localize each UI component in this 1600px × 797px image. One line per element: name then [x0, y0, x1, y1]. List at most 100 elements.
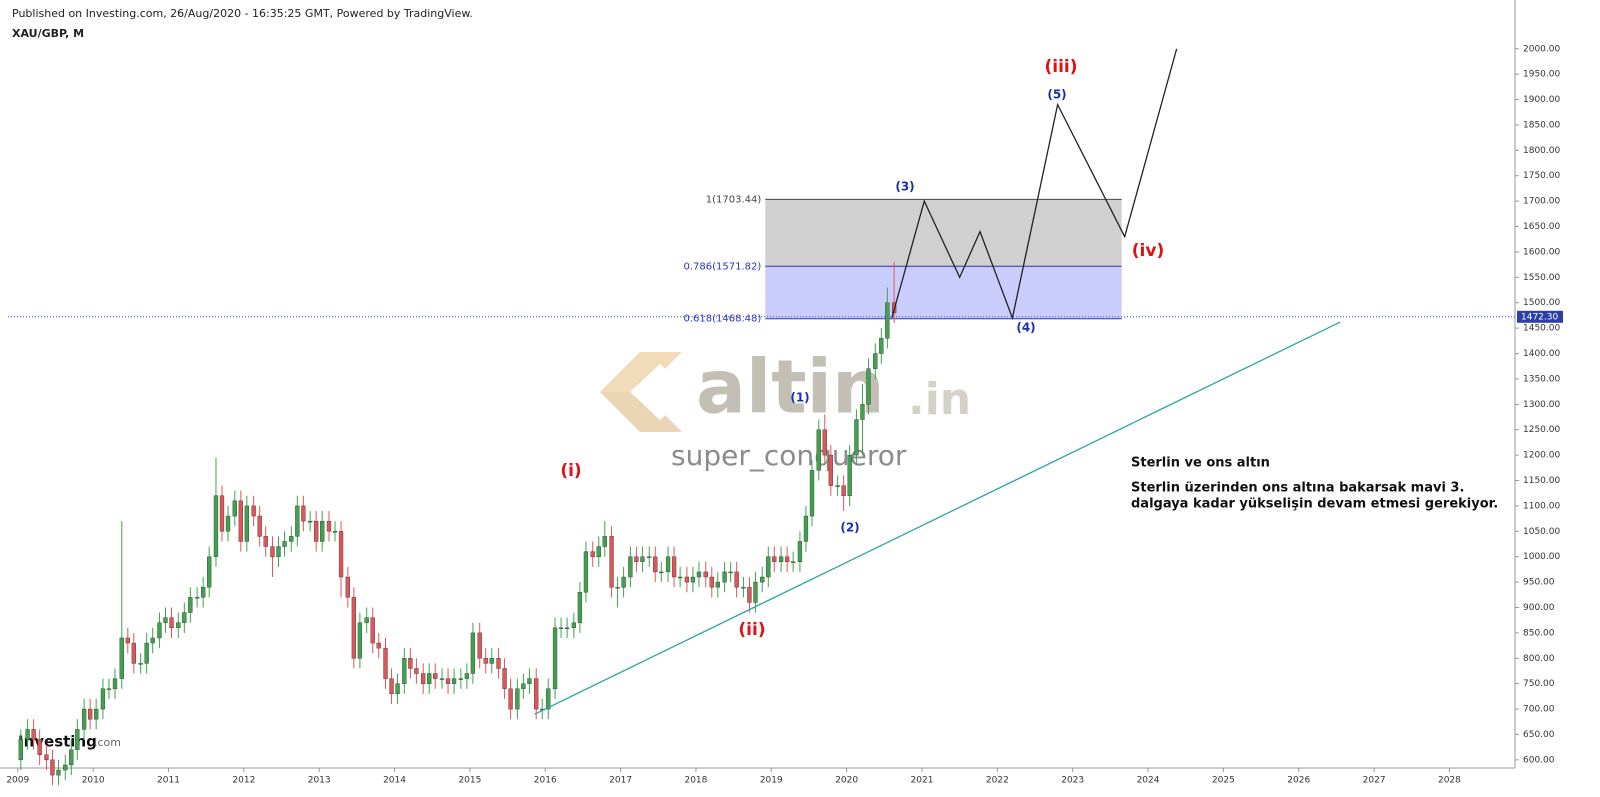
candle-body — [18, 739, 23, 761]
x-tick-label: 2026 — [1287, 776, 1310, 786]
y-tick-label: 1850.00 — [1523, 120, 1560, 130]
candle-body — [577, 592, 583, 623]
candle-body — [464, 673, 470, 679]
candle-body — [81, 708, 87, 730]
candle-body — [169, 617, 174, 629]
candle-body — [634, 556, 639, 562]
candle-body — [835, 485, 840, 487]
wave-projection — [891, 48, 1178, 321]
wave-label: (ii) — [738, 620, 765, 640]
wave-label: (iii) — [1044, 57, 1077, 77]
candle-body — [696, 571, 702, 578]
fib-zone-upper — [765, 199, 1122, 267]
x-tick-label: 2024 — [1137, 776, 1160, 786]
candle-body — [119, 637, 124, 679]
candle-body — [690, 576, 696, 583]
x-tick-label: 2013 — [308, 776, 331, 786]
candle-body — [534, 678, 539, 710]
candle-body — [791, 561, 796, 563]
note-line: dalgaya kadar yükselişin devam etmesi ge… — [1131, 497, 1498, 512]
candle-body — [232, 500, 237, 517]
candle-body — [257, 515, 262, 537]
candle-body — [703, 571, 708, 578]
candle-body — [722, 571, 727, 583]
y-tick-label: 1300.00 — [1523, 400, 1560, 410]
last-price-box — [1517, 310, 1563, 323]
y-tick-label: 1450.00 — [1523, 324, 1560, 334]
candle-body — [671, 556, 677, 578]
candle-body — [477, 632, 482, 659]
candle-body — [677, 576, 683, 579]
candle-body — [772, 556, 777, 562]
fib-label: 1(1703.44) — [706, 194, 762, 205]
candle-body — [251, 505, 256, 517]
candle-body — [784, 556, 790, 562]
candle-body — [37, 739, 42, 755]
y-tick-label: 1900.00 — [1523, 95, 1560, 105]
candle-body — [847, 454, 852, 496]
candle-body — [138, 663, 143, 665]
candle-body — [816, 429, 821, 471]
candle-body — [263, 536, 268, 547]
x-tick-label: 2019 — [760, 776, 783, 786]
y-tick-label: 1650.00 — [1523, 222, 1560, 232]
candle-body — [332, 531, 338, 533]
candle-body — [841, 485, 846, 496]
wave-label: (i) — [560, 461, 581, 481]
y-tick-label: 1350.00 — [1523, 374, 1560, 384]
y-tick-label: 1050.00 — [1523, 527, 1560, 537]
candle-body — [383, 647, 388, 679]
note-title: Sterlin ve ons altın — [1131, 456, 1270, 471]
candle-body — [56, 769, 61, 776]
candle-body — [357, 622, 363, 659]
candle-body — [879, 338, 884, 354]
candle-body — [709, 576, 714, 588]
y-tick-label: 1700.00 — [1523, 197, 1560, 207]
candle-body — [766, 556, 771, 578]
candle-body — [295, 505, 300, 537]
x-tick-label: 2011 — [157, 776, 180, 786]
y-tick-label: 800.00 — [1523, 654, 1555, 664]
candle-body — [182, 612, 187, 623]
y-tick-label: 950.00 — [1523, 578, 1555, 588]
y-tick-label: 850.00 — [1523, 628, 1555, 638]
x-tick-label: 2018 — [684, 776, 707, 786]
x-tick-label: 2017 — [609, 776, 632, 786]
wave-label: (iv) — [1132, 241, 1164, 261]
candle-body — [558, 627, 564, 630]
candle-body — [496, 658, 501, 669]
candle-body — [866, 368, 871, 405]
candle-body — [797, 541, 803, 562]
candle-body — [176, 622, 181, 629]
candle-body — [822, 429, 827, 456]
candle-body — [194, 597, 200, 599]
candle-body — [144, 642, 149, 664]
y-tick-label: 1100.00 — [1523, 501, 1560, 511]
candle-body — [647, 556, 652, 558]
x-tick-label: 2010 — [82, 776, 105, 786]
candle-body — [621, 576, 626, 588]
candle-body — [885, 302, 890, 339]
y-tick-label: 1400.00 — [1523, 349, 1560, 359]
candle-body — [244, 505, 250, 542]
note-line: Sterlin üzerinden ons altına bakarsak ma… — [1131, 481, 1464, 496]
last-price-label: 1472.30 — [1521, 312, 1558, 322]
candle-body — [87, 708, 93, 720]
logo: Investing — [18, 733, 97, 751]
fib-label: 0.618(1468.48) — [683, 314, 761, 325]
candle-body — [94, 708, 99, 720]
candle-body — [483, 658, 488, 664]
candle-body — [653, 556, 658, 573]
candle-body — [351, 597, 357, 659]
x-tick-label: 2009 — [6, 776, 29, 786]
candle-body — [527, 678, 532, 684]
candle-body — [760, 576, 765, 583]
x-tick-label: 2027 — [1363, 776, 1386, 786]
candle-body — [439, 678, 445, 680]
candle-body — [345, 576, 350, 598]
candle-body — [75, 729, 80, 750]
candle-body — [395, 683, 400, 695]
candle-body — [640, 556, 645, 562]
candle-body — [320, 520, 325, 542]
